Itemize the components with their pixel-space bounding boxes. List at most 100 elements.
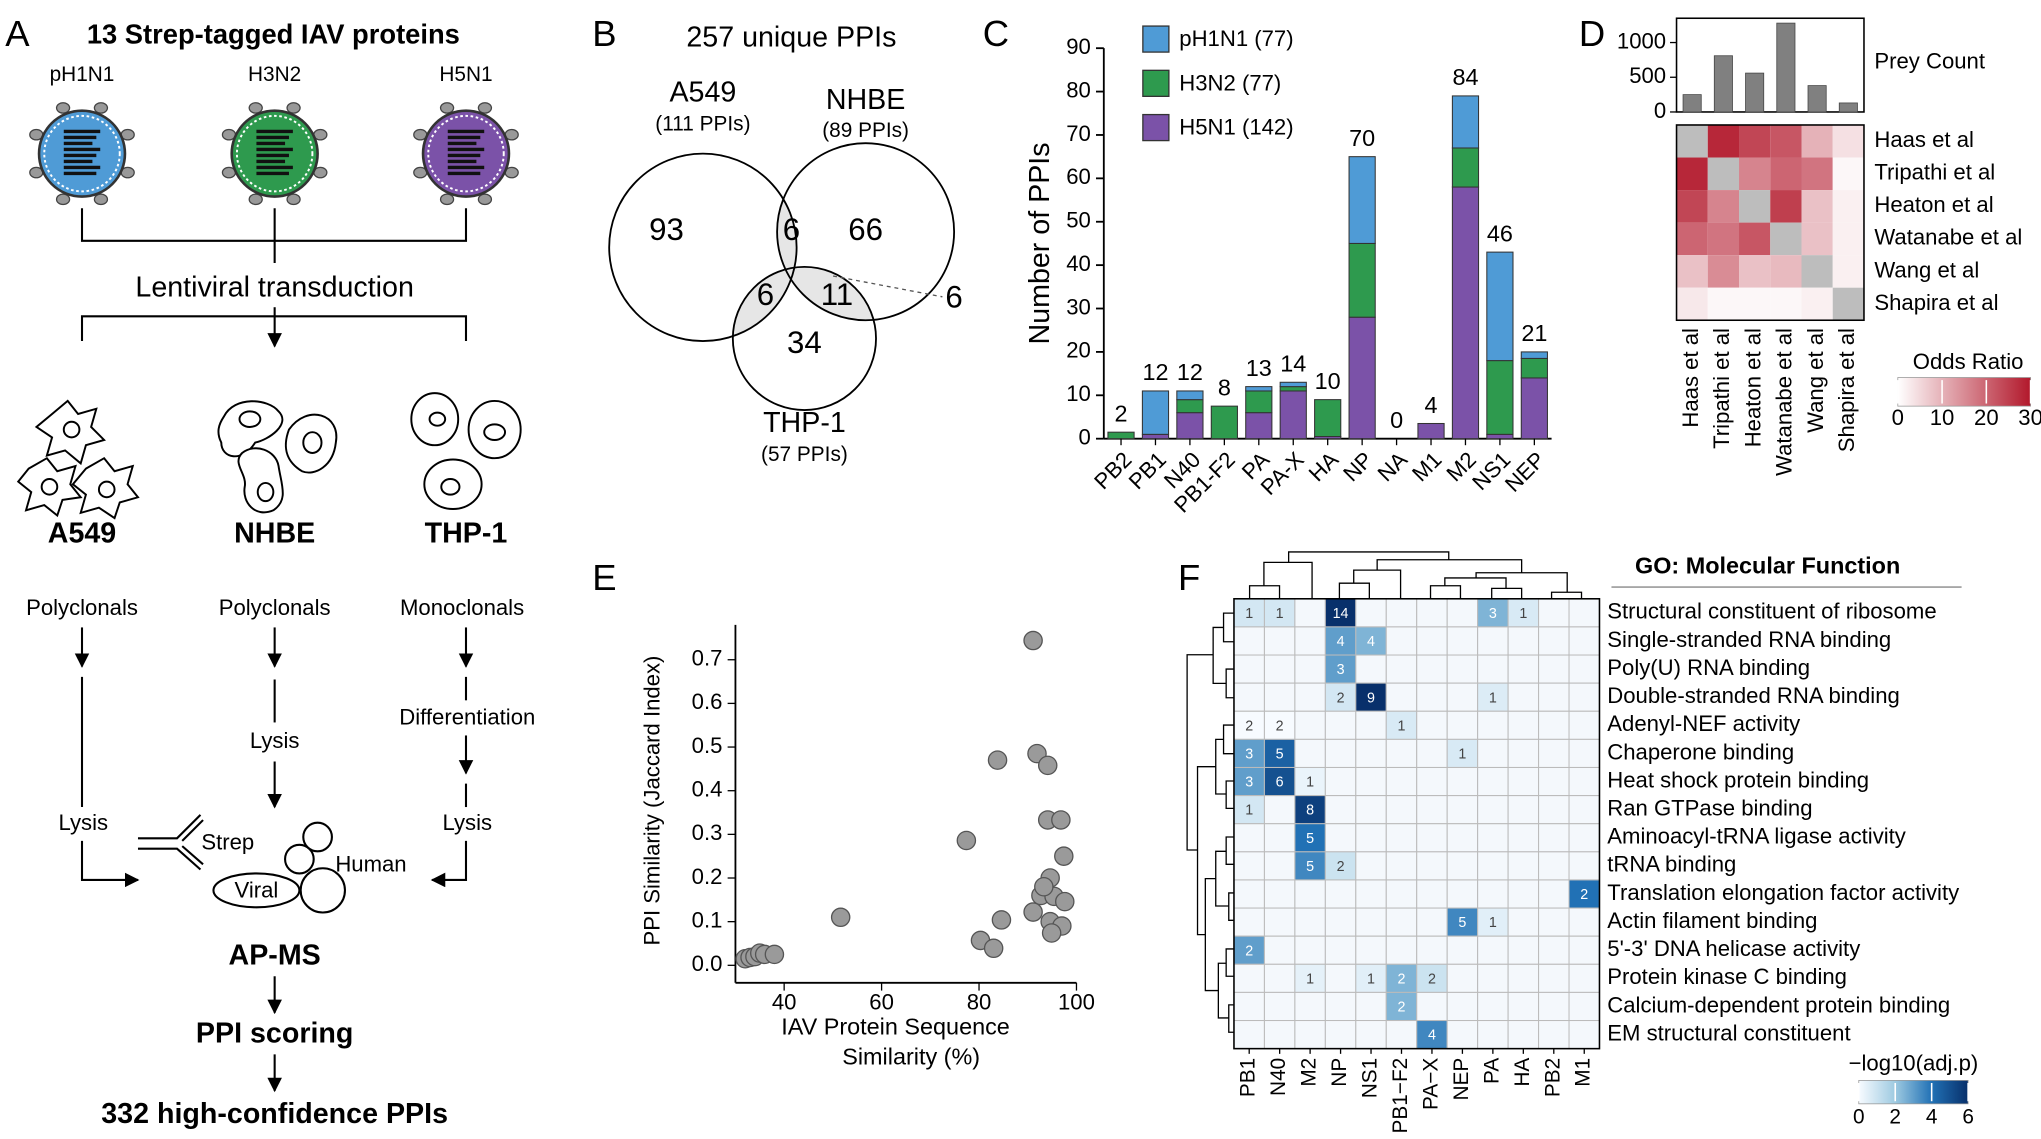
empty-cell (1385, 879, 1418, 909)
empty-cell (1416, 598, 1448, 628)
point (987, 750, 1008, 770)
total-label: 13 (1246, 355, 1272, 381)
cell-count: 1 (1276, 606, 1284, 622)
empty-cell (1507, 991, 1540, 1022)
spike (55, 102, 71, 114)
heat-cell (1801, 124, 1833, 158)
empty-cell (1294, 935, 1326, 965)
row-label: Heat shock protein binding (1607, 767, 1869, 792)
row-label: Heaton et al (1874, 192, 1993, 217)
bar-segment (1451, 147, 1480, 188)
connector (80, 208, 468, 263)
heatmap-frame (1675, 124, 1865, 322)
empty-cell (1568, 710, 1600, 740)
empty-cell (1477, 795, 1509, 825)
column-label: NP (1328, 1058, 1351, 1087)
cell-line: A549 (48, 518, 116, 550)
empty-cell (1385, 851, 1418, 881)
y-axis-label: Number of PPIs (1024, 142, 1056, 344)
heat-cell (1446, 907, 1479, 937)
heat-cell (1707, 287, 1740, 321)
empty-cell (1233, 682, 1265, 712)
virus-icons (29, 102, 519, 206)
empty-cell (1416, 823, 1448, 853)
step-label: Lentiviral transduction (135, 272, 413, 304)
spike (439, 193, 455, 206)
total-label: 2 (1115, 400, 1128, 426)
point (991, 910, 1012, 930)
total-label: 46 (1487, 220, 1513, 246)
cell-count: 4 (1428, 1028, 1436, 1044)
row-label: Actin filament binding (1607, 908, 1817, 933)
cell-count: 3 (1245, 775, 1253, 791)
legend-swatch (1142, 69, 1170, 97)
total-label: 70 (1349, 125, 1375, 151)
empty-cell (1446, 626, 1479, 656)
empty-cell (1538, 879, 1570, 909)
empty-cell (1507, 710, 1540, 740)
strain-label: H5N1 (439, 63, 492, 86)
row-label: Watanabe et al (1874, 225, 2022, 250)
empty-cell (1538, 795, 1570, 825)
empty-cell (1416, 795, 1448, 825)
bar-segment (1141, 390, 1170, 435)
empty-cell (1324, 879, 1357, 909)
y-tick-label: 40 (1066, 251, 1091, 276)
legend-label: H3N2 (77) (1179, 70, 1281, 95)
empty-cell (1538, 1020, 1570, 1050)
column-label: PB1 (1237, 1058, 1260, 1097)
empty-cell (1233, 991, 1265, 1022)
empty-cell (1355, 710, 1387, 740)
x-tick-label: NP (1338, 447, 1377, 486)
empty-cell (1507, 795, 1540, 825)
cell-count: 1 (1519, 606, 1527, 622)
empty-cell (1446, 598, 1479, 628)
colorbar-tick-label: 20 (1974, 405, 1999, 430)
empty-cell (1477, 654, 1509, 684)
heat-cell (1770, 287, 1802, 321)
empty-cell (1477, 963, 1509, 993)
empty-cell (1324, 823, 1357, 853)
legend-swatch (1142, 25, 1170, 53)
y-tick-label: 1000 (1617, 28, 1666, 53)
empty-cell (1355, 1020, 1387, 1050)
row-label: Double-stranded RNA binding (1607, 683, 1900, 708)
point (1037, 755, 1058, 776)
antibody-label: Monoclonals (400, 595, 524, 620)
empty-cell (1507, 654, 1540, 684)
empty-cell (1538, 710, 1570, 740)
x-tick-label: HA (1304, 447, 1344, 487)
region-count: 93 (649, 212, 684, 247)
empty-cell (1355, 907, 1387, 937)
heat-cell (1739, 287, 1771, 321)
y-tick-label: 0.0 (692, 951, 723, 976)
step-label: PPI scoring (196, 1017, 353, 1049)
set-name: NHBE (826, 84, 906, 116)
total-label: 10 (1315, 368, 1341, 394)
cell-count: 1 (1367, 971, 1375, 987)
complex-label: Human (335, 851, 406, 876)
panel-a-title: 13 Strep-tagged IAV proteins (87, 19, 460, 50)
x-tick-label: NEP (1500, 447, 1550, 497)
empty-cell (1538, 598, 1570, 628)
heat-cell (1739, 124, 1771, 158)
row-label: EM structural constituent (1607, 1020, 1850, 1045)
empty-cell (1538, 766, 1570, 797)
cell-count: 5 (1306, 859, 1314, 875)
empty-cell (1446, 963, 1479, 993)
empty-cell (1355, 991, 1387, 1022)
column-label: Wang et al (1803, 328, 1828, 433)
x-tick-label: NA (1373, 447, 1413, 487)
venn-set (608, 152, 798, 342)
bar-segment (1486, 360, 1514, 435)
bar-segment (1141, 433, 1170, 440)
bar-segment (1210, 405, 1238, 440)
empty-cell (1294, 991, 1326, 1022)
empty-cell (1294, 710, 1326, 740)
overlap (732, 266, 797, 342)
total-label: 12 (1142, 359, 1168, 385)
heat-cell (1707, 190, 1740, 223)
row-label: Calcium-dependent protein binding (1607, 992, 1950, 1017)
empty-cell (1355, 823, 1387, 853)
empty-cell (1416, 766, 1448, 797)
